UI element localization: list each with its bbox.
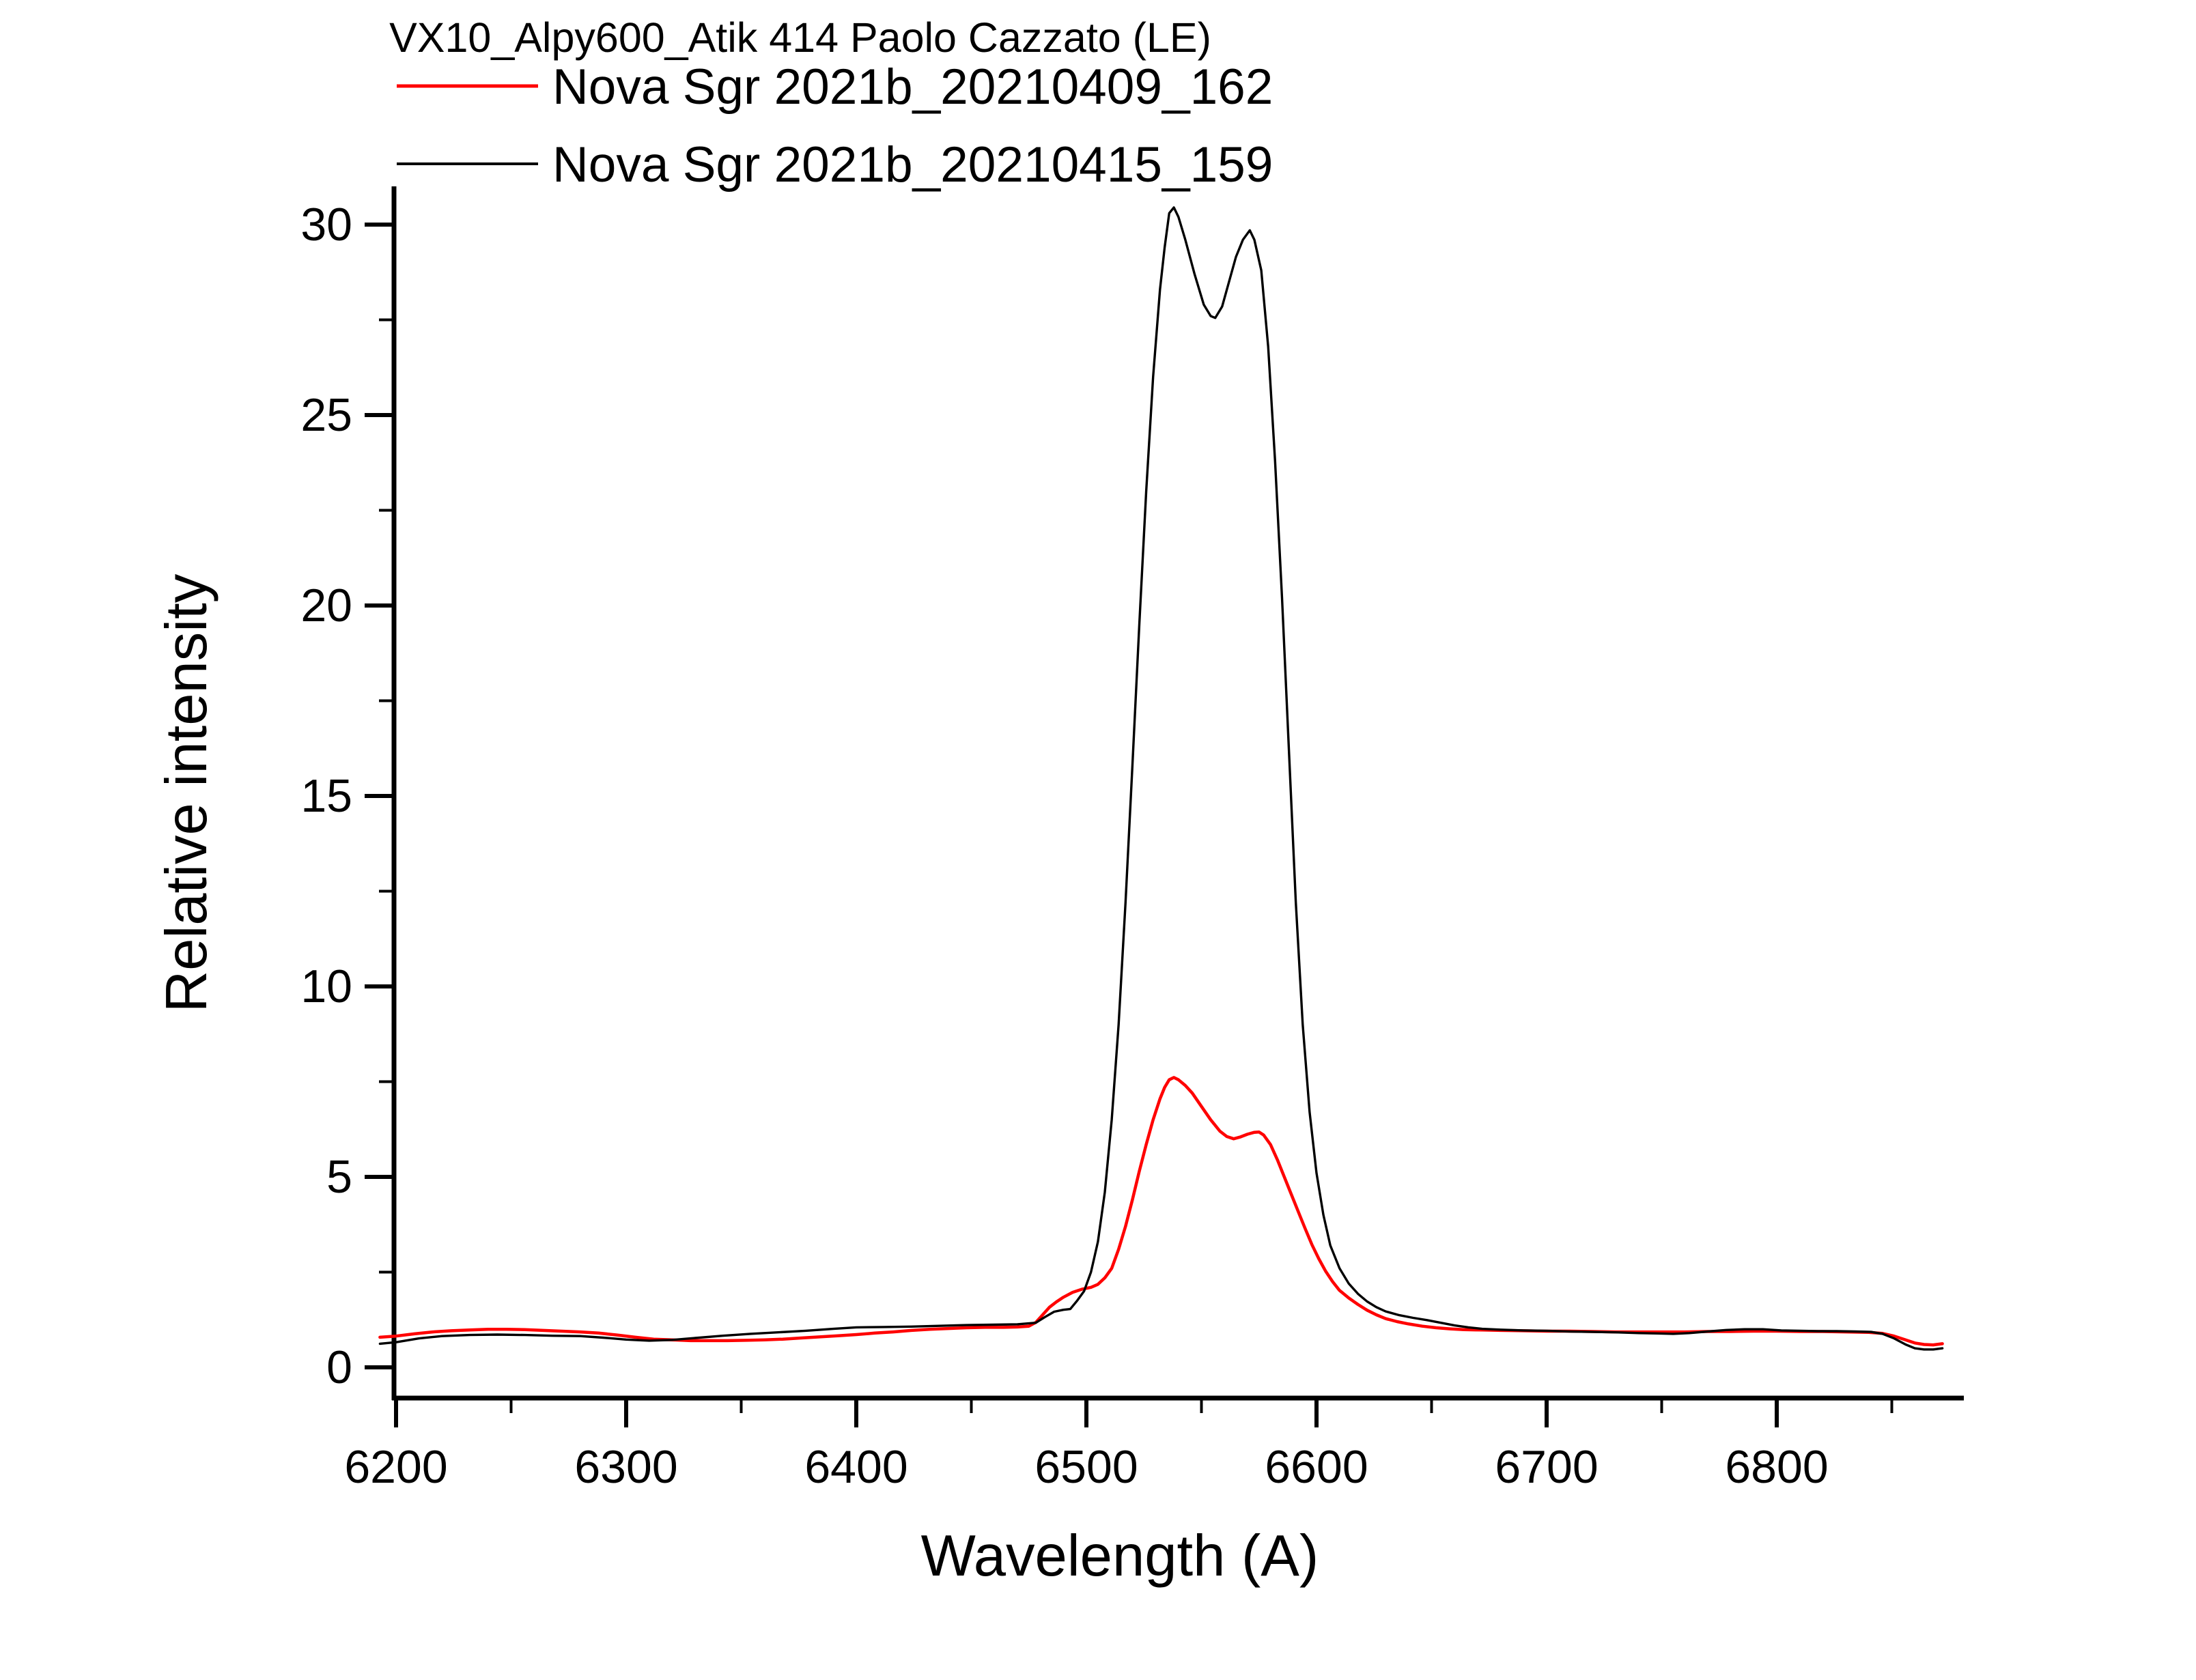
series-lines	[378, 206, 1944, 1351]
legend: Nova Sgr 2021b_20210409_162 Nova Sgr 202…	[397, 59, 1273, 193]
x-tick-label: 6700	[1495, 1441, 1598, 1493]
y-tick-label: 5	[326, 1151, 352, 1203]
y-tick-labels: 0 5 10 15 20 25 30	[300, 199, 352, 1393]
x-tick-labels: 6200 6300 6400 6500 6600 6700 6800	[344, 1441, 1828, 1493]
y-axis: 0 5 10 15 20 25 30 Relative intensity	[154, 186, 397, 1400]
y-tick-label: 20	[300, 580, 352, 631]
x-tick-label: 6600	[1265, 1441, 1368, 1493]
series-line-2	[378, 206, 1944, 1351]
y-tick-label: 15	[300, 770, 352, 822]
y-axis-title: Relative intensity	[154, 573, 219, 1012]
series-line-1	[378, 1076, 1944, 1347]
x-ticks	[394, 1398, 1894, 1427]
x-tick-label: 6500	[1034, 1441, 1138, 1493]
y-tick-label: 10	[300, 960, 352, 1012]
y-tick-label: 0	[326, 1341, 352, 1393]
y-ticks	[365, 223, 394, 1369]
y-tick-label: 30	[300, 199, 352, 251]
legend-label-series2: Nova Sgr 2021b_20210415_159	[552, 137, 1273, 193]
x-tick-label: 6800	[1725, 1441, 1828, 1493]
x-tick-label: 6400	[804, 1441, 907, 1493]
x-tick-label: 6200	[344, 1441, 447, 1493]
x-axis-title: Wavelength (A)	[921, 1524, 1319, 1589]
legend-label-series1: Nova Sgr 2021b_20210409_162	[552, 59, 1273, 115]
x-tick-label: 6300	[574, 1441, 677, 1493]
chart-title: VX10_Alpy600_Atik 414 Paolo Cazzato (LE)	[389, 14, 1211, 61]
y-tick-label: 25	[300, 389, 352, 441]
x-axis: 6200 6300 6400 6500 6600 6700 6800 Wavelength …	[344, 1395, 1964, 1589]
